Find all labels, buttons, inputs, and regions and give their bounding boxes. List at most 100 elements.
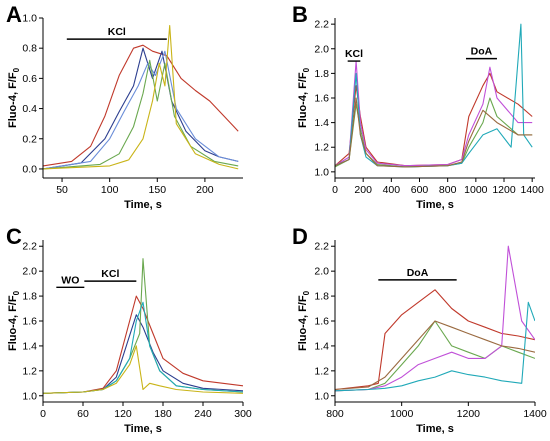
series-line-3	[335, 60, 533, 167]
stimulus-label: DoA	[471, 46, 493, 58]
series-line-2	[43, 47, 239, 170]
series-line-1	[43, 44, 239, 167]
x-tick-label: 1400	[521, 184, 545, 196]
y-axis-label: Fluo-4, F/F0	[297, 67, 311, 128]
y-tick-label: 1.0	[314, 166, 329, 178]
x-tick-label: 1200	[492, 184, 516, 196]
y-tick-label: 1.0	[314, 390, 329, 402]
series-line-4	[43, 301, 243, 394]
series-line-5	[43, 345, 243, 394]
x-tick-label: 800	[439, 184, 457, 196]
panel-letter: B	[292, 2, 308, 27]
panel-letter: C	[6, 224, 22, 249]
y-tick-label: 1.4	[22, 340, 37, 352]
panel-letter: A	[6, 2, 22, 27]
x-tick-label: 400	[383, 184, 401, 196]
stimulus-label: KCl	[101, 268, 119, 280]
y-tick-label: 1.2	[22, 365, 37, 377]
x-tick-label: 150	[149, 184, 167, 196]
x-tick-label: 300	[234, 408, 252, 420]
x-tick-label: 1000	[464, 184, 488, 196]
y-axis-label-main: Fluo-4, F/F	[297, 295, 309, 351]
series-line-3	[43, 50, 239, 170]
series-line-1	[335, 289, 535, 391]
y-tick-label: 1.0	[22, 390, 37, 402]
y-tick-label: 1.8	[314, 291, 329, 303]
y-tick-label: 1.4	[314, 117, 329, 129]
x-axis-label: Time, s	[416, 199, 454, 211]
x-tick-label: 600	[411, 184, 429, 196]
y-tick-label: 0.8	[22, 43, 37, 55]
y-axis-label: Fluo-4, F/F0	[7, 290, 21, 351]
series-line-4	[43, 59, 239, 170]
y-axis-label-subscript: 0	[12, 67, 21, 72]
x-tick-label: 1000	[390, 408, 414, 420]
y-axis-label: Fluo-4, F/F0	[297, 290, 311, 351]
stimulus-label: DoA	[407, 267, 429, 279]
panel-d: D 800 1000 1200 1400 1.0 1.2 1.4 1.6 1.8 2.0 2.2 Tim…	[292, 224, 547, 435]
y-tick-label: 1.6	[314, 93, 329, 105]
y-tick-label: 1.2	[314, 142, 329, 154]
series-line-5	[335, 320, 535, 391]
y-tick-label: 0.0	[22, 163, 37, 175]
series-group	[43, 24, 239, 170]
y-tick-label: 2.0	[22, 266, 37, 278]
x-tick-label: 1400	[523, 408, 547, 420]
y-axis-label-main: Fluo-4, F/F	[7, 295, 19, 351]
y-tick-label: 1.0	[22, 13, 37, 25]
y-axis-label: Fluo-4, F/F0	[7, 67, 21, 128]
stimulus-label: KCl	[345, 48, 363, 60]
x-tick-label: 50	[56, 184, 68, 196]
series-group	[43, 258, 243, 394]
x-tick-label: 200	[354, 184, 372, 196]
y-tick-label: 2.2	[22, 241, 37, 253]
panel-a: A 50 100 150 200 0.0 0.2 0.4 0.6 0.8 1.0 Time, s Flu…	[6, 2, 243, 211]
x-tick-label: 1200	[457, 408, 481, 420]
x-tick-label: 240	[194, 408, 212, 420]
panel-letter: D	[292, 224, 308, 249]
x-tick-label: 800	[326, 408, 344, 420]
x-axis-label: Time, s	[124, 199, 162, 211]
x-tick-label: 60	[77, 408, 89, 420]
series-group	[335, 23, 533, 168]
y-tick-label: 2.0	[314, 43, 329, 55]
x-tick-label: 180	[154, 408, 172, 420]
y-tick-label: 0.2	[22, 133, 37, 145]
x-tick-label: 0	[40, 408, 46, 420]
series-line-2	[335, 97, 533, 168]
y-tick-label: 1.6	[314, 316, 329, 328]
series-line-2	[335, 320, 535, 392]
y-tick-label: 1.4	[314, 340, 329, 352]
y-tick-label: 2.2	[314, 241, 329, 253]
series-line-4	[335, 23, 533, 168]
y-tick-label: 2.2	[314, 19, 329, 31]
stimulus-label: WO	[61, 274, 79, 286]
series-line-4	[335, 301, 535, 392]
y-tick-label: 1.8	[22, 291, 37, 303]
y-axis-label-subscript: 0	[302, 67, 311, 72]
series-line-3	[335, 245, 535, 392]
y-tick-label: 0.6	[22, 73, 37, 85]
y-tick-label: 0.4	[22, 103, 37, 115]
y-axis-label-subscript: 0	[302, 290, 311, 295]
series-group	[335, 245, 535, 392]
series-line-1	[43, 295, 243, 394]
series-line-5	[43, 24, 239, 170]
panel-c: C 0 60 120 180 240 300 1.0 1.2 1.4 1.6 1.8 2.0 2.2 Tim…	[6, 224, 252, 435]
y-tick-label: 1.8	[314, 68, 329, 80]
panel-b: B 0 200 400 600 800 1000 1200 1400 1.0 1.2 1.4 1.6 1.…	[292, 2, 544, 211]
y-axis-label-main: Fluo-4, F/F	[297, 72, 309, 128]
y-tick-label: 1.2	[314, 365, 329, 377]
y-axis-label-main: Fluo-4, F/F	[7, 72, 19, 128]
y-axis-label-subscript: 0	[12, 290, 21, 295]
y-tick-label: 2.0	[314, 266, 329, 278]
x-axis-label: Time, s	[416, 423, 454, 435]
x-tick-label: 120	[114, 408, 132, 420]
series-line-5	[335, 97, 533, 168]
x-axis-label: Time, s	[124, 423, 162, 435]
x-tick-label: 100	[101, 184, 119, 196]
y-tick-label: 1.6	[22, 316, 37, 328]
x-tick-label: 200	[196, 184, 214, 196]
x-tick-label: 0	[332, 184, 338, 196]
